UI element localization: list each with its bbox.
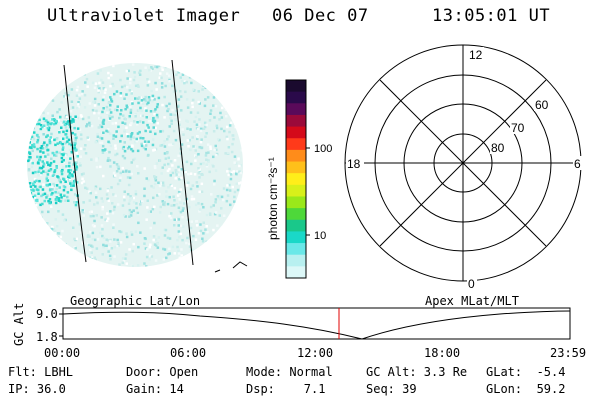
filter-status: Flt: LBHL bbox=[8, 365, 74, 379]
gc-alt-status: GC Alt: 3.3 Re bbox=[366, 365, 468, 379]
disk-edge-mark bbox=[232, 261, 248, 269]
lat-label-80: 80 bbox=[491, 141, 505, 155]
polar-grid: 12 18 6 0 60 70 80 bbox=[344, 44, 583, 291]
time-tick-2359: 23:59 bbox=[550, 346, 586, 360]
time-tick-1200: 12:00 bbox=[297, 346, 333, 360]
orbit-timeline: Geographic Lat/Lon Apex MLat/MLT 9.0 1.8… bbox=[12, 294, 586, 360]
alt-axis-label: GC Alt bbox=[12, 303, 26, 346]
time-tick-1800: 18:00 bbox=[424, 346, 460, 360]
glat-status: GLat: -5.4 bbox=[486, 365, 566, 379]
ip-status: IP: 36.0 bbox=[8, 382, 66, 396]
longitude-line-left bbox=[63, 64, 87, 263]
time-tick-0600: 06:00 bbox=[170, 346, 206, 360]
longitude-line-right bbox=[171, 59, 194, 266]
mlt-label-18: 18 bbox=[347, 157, 361, 171]
colorbar-gradient bbox=[286, 80, 306, 279]
apex-coord-label: Apex MLat/MLT bbox=[425, 294, 519, 308]
door-status: Door: Open bbox=[126, 365, 199, 379]
geographic-coord-label: Geographic Lat/Lon bbox=[70, 294, 200, 308]
lat-label-70: 70 bbox=[511, 121, 525, 135]
mlt-label-6: 6 bbox=[574, 157, 581, 171]
mlt-label-0: 0 bbox=[468, 277, 475, 291]
glon-status: GLon: 59.2 bbox=[486, 382, 566, 396]
mode-status: Mode: Normal bbox=[246, 365, 333, 379]
alt-tick-bottom: 1.8 bbox=[36, 330, 58, 344]
colorbar-unit-label: photon cm⁻²s⁻¹ bbox=[266, 157, 280, 240]
disk-edge-mark-2 bbox=[214, 269, 221, 273]
mlt-label-12: 12 bbox=[469, 48, 483, 62]
uv-image-disk bbox=[27, 59, 248, 273]
instrument-title: Ultraviolet Imager bbox=[47, 6, 241, 26]
observation-date: 06 Dec 07 bbox=[272, 6, 369, 26]
time-tick-0000: 00:00 bbox=[44, 346, 80, 360]
observation-time: 13:05:01 UT bbox=[432, 6, 551, 26]
alt-tick-top: 9.0 bbox=[36, 307, 58, 321]
dsp-status: Dsp: 7.1 bbox=[246, 382, 326, 396]
altitude-curve bbox=[62, 310, 571, 340]
seq-status: Seq: 39 bbox=[366, 382, 417, 396]
colorbar: 100 10 photon cm⁻²s⁻¹ bbox=[266, 79, 332, 279]
gain-status: Gain: 14 bbox=[126, 382, 184, 396]
lat-label-60: 60 bbox=[535, 98, 549, 112]
colorbar-tick-10: 10 bbox=[314, 230, 326, 242]
colorbar-tick-100: 100 bbox=[314, 143, 332, 155]
